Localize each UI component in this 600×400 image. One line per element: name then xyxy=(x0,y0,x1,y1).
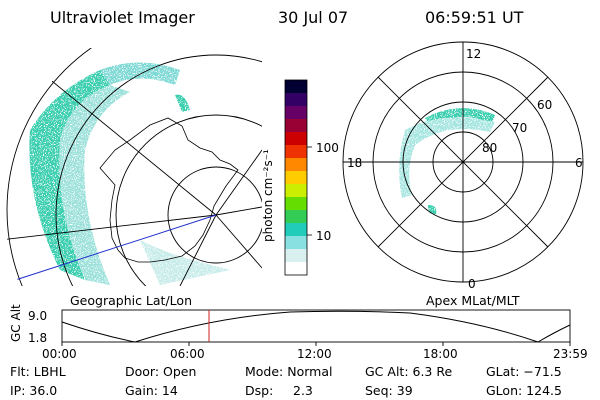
lat-label-60: 60 xyxy=(537,98,553,112)
colorbar-segment xyxy=(285,106,307,120)
gc-alt-ylabel: GC Alt xyxy=(9,304,23,342)
gc-alt-xtick: 00:00 xyxy=(42,347,77,361)
colorbar-segment xyxy=(285,210,307,224)
colorbar-segment xyxy=(285,184,307,198)
lat-label-80: 80 xyxy=(482,141,498,155)
colorbar-tick-10: 10 xyxy=(316,229,332,243)
colorbar-segment xyxy=(285,145,307,159)
geo-aurora-emission xyxy=(29,62,230,285)
time-label: 06:59:51 UT xyxy=(425,8,524,27)
colorbar xyxy=(285,80,307,276)
colorbar-segment xyxy=(285,262,307,276)
colorbar-segment xyxy=(285,197,307,211)
gc-alt-plot xyxy=(61,309,571,346)
geo-grid xyxy=(5,54,262,286)
gc-alt-ymax: 9.0 xyxy=(28,309,48,323)
gc-alt-xtick: 23:59 xyxy=(553,347,588,361)
colorbar-segment xyxy=(285,158,307,172)
colorbar-unit-label: photon cm⁻²s⁻¹ xyxy=(261,149,275,242)
mlt-label-18: 18 xyxy=(347,156,363,170)
info-gc-alt: GC Alt: 6.3 Re xyxy=(365,364,453,379)
geographic-map xyxy=(5,48,262,286)
geo-map-label: Geographic Lat/Lon xyxy=(70,293,192,308)
date-label: 30 Jul 07 xyxy=(278,8,349,27)
gc-alt-xtick: 18:00 xyxy=(423,347,458,361)
colorbar-segment xyxy=(285,93,307,107)
info-flt: Flt: LBHL xyxy=(10,364,66,379)
info-mode: Mode: Normal xyxy=(245,364,333,379)
gc-alt-xtick: 12:00 xyxy=(297,347,332,361)
colorbar-segment xyxy=(285,223,307,237)
info-dsp: Dsp: xyxy=(245,383,274,398)
gc-alt-curve xyxy=(61,310,571,343)
info-glat: GLat: −71.5 xyxy=(486,364,562,379)
colorbar-segment xyxy=(285,119,307,133)
polar-map xyxy=(342,41,584,283)
gc-alt-xtick: 06:00 xyxy=(170,347,205,361)
mlt-label-12: 12 xyxy=(466,47,482,61)
colorbar-segment xyxy=(285,171,307,185)
gc-alt-ymin: 1.8 xyxy=(28,331,48,345)
info-dsp-value: 2.3 xyxy=(293,383,313,398)
info-glon: GLon: 124.5 xyxy=(486,383,562,398)
colorbar-segment xyxy=(285,132,307,146)
colorbar-segment xyxy=(285,236,307,250)
colorbar-segment xyxy=(285,249,307,263)
info-ip: IP: 36.0 xyxy=(10,383,58,398)
colorbar-tick-100: 100 xyxy=(316,141,339,155)
colorbar-segment xyxy=(285,80,307,94)
mlt-label-6: 6 xyxy=(575,156,583,170)
polar-map-label: Apex MLat/MLT xyxy=(426,293,520,308)
info-seq: Seq: 39 xyxy=(365,383,413,398)
coastline xyxy=(99,117,239,263)
mlt-label-0: 0 xyxy=(468,277,476,291)
lat-label-70: 70 xyxy=(512,121,528,135)
polar-aurora-emission xyxy=(399,108,495,215)
instrument-title: Ultraviolet Imager xyxy=(50,8,195,27)
terminator-line xyxy=(5,214,217,286)
info-door: Door: Open xyxy=(125,364,197,379)
info-gain: Gain: 14 xyxy=(125,383,178,398)
